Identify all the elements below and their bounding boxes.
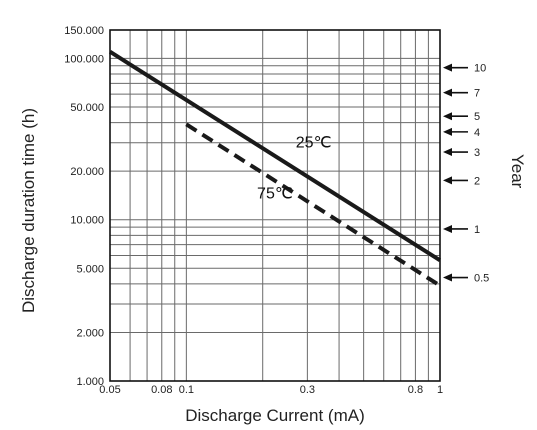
year-marker-label: 0.5 [474, 273, 489, 285]
x-tick-label: 0.3 [300, 384, 315, 396]
series-layer: 25℃ 75℃ [108, 50, 442, 288]
series-label-25c: 25℃ [296, 135, 332, 152]
x-axis-title: Discharge Current (mA) [185, 406, 365, 425]
series-line-75c [185, 122, 442, 288]
year-axis-title: Year [508, 154, 527, 189]
year-arrow-head [443, 176, 452, 185]
x-tick-labels: 0.05 0.08 0.1 0.3 0.8 1 [99, 384, 443, 396]
y-tick-label: 50.000 [70, 102, 104, 114]
year-arrow-head [443, 63, 452, 72]
year-arrow-head [443, 88, 452, 97]
year-marker-label: 7 [474, 88, 480, 100]
year-marker-label: 5 [474, 111, 480, 123]
year-arrow-head [443, 273, 452, 282]
y-tick-label: 150.000 [64, 25, 104, 37]
year-arrow-head [443, 127, 452, 136]
y-tick-label: 100.000 [64, 53, 104, 65]
y-tick-label: 20.000 [70, 166, 104, 178]
series-label-75c: 75℃ [257, 186, 293, 203]
year-arrow-head [443, 224, 452, 233]
year-marker-label: 1 [474, 224, 480, 236]
year-markers: 10 7 5 4 3 2 1 0.5 [443, 63, 489, 285]
y-tick-label: 2.000 [76, 327, 104, 339]
plot-frame [109, 29, 441, 382]
year-arrow-head [443, 148, 452, 157]
series-line-25c [108, 50, 442, 263]
year-arrow-head [443, 112, 452, 121]
x-tick-label: 0.8 [408, 384, 423, 396]
y-tick-label: 1.000 [76, 376, 104, 388]
x-tick-label: 1 [437, 384, 443, 396]
year-marker-label: 3 [474, 147, 480, 159]
year-marker-label: 4 [474, 127, 480, 139]
x-tick-label: 0.05 [99, 384, 120, 396]
year-marker-label: 10 [474, 63, 486, 75]
y-tick-label: 10.000 [70, 215, 104, 227]
y-tick-labels: 150.000 100.000 50.000 20.000 10.000 5.000 2.0… [64, 25, 104, 388]
year-marker-label: 2 [474, 175, 480, 187]
x-tick-label: 0.08 [151, 384, 172, 396]
y-tick-label: 5.000 [76, 263, 104, 275]
x-tick-label: 0.1 [179, 384, 194, 396]
y-axis-title: Discharge duration time (h) [19, 108, 38, 313]
